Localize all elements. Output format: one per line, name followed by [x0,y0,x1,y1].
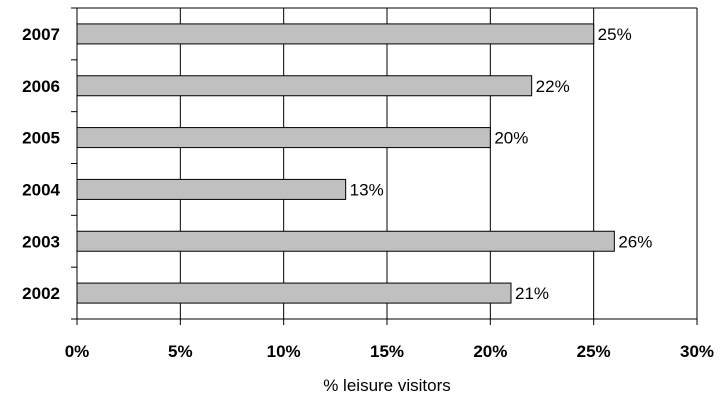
data-label-2004: 13% [350,180,384,199]
x-tick-label-5: 5% [168,342,193,361]
axes [71,7,698,325]
x-axis-title: % leisure visitors [323,376,451,395]
x-tick-label-0: 0% [65,342,90,361]
data-label-2006: 22% [536,77,570,96]
bar-2007 [76,23,595,45]
data-label-2007: 25% [598,25,632,44]
bar-2006 [76,75,533,97]
data-label-2005: 20% [494,129,528,148]
bar-2004 [76,178,347,200]
data-label-2002: 21% [515,284,549,303]
bars [76,23,615,304]
category-label-2002: 2002 [22,284,60,303]
x-tick-label-25: 25% [577,342,611,361]
x-tick-label-30: 30% [680,342,714,361]
data-label-2003: 26% [618,232,652,251]
x-tick-label-10: 10% [267,342,301,361]
bar-2003 [76,230,615,252]
bar-2002 [76,282,512,304]
category-label-2004: 2004 [22,180,60,199]
x-tick-label-20: 20% [473,342,507,361]
gridlines [77,7,698,319]
category-label-2007: 2007 [22,25,60,44]
category-label-2003: 2003 [22,232,60,251]
category-label-2005: 2005 [22,129,60,148]
bar-2005 [76,127,491,149]
category-label-2006: 2006 [22,77,60,96]
x-tick-label-15: 15% [370,342,404,361]
labels: 0% 5% 10% 15% 20% 25% 30% 2007 25% 2006 22% 2005 20%… [22,25,714,361]
